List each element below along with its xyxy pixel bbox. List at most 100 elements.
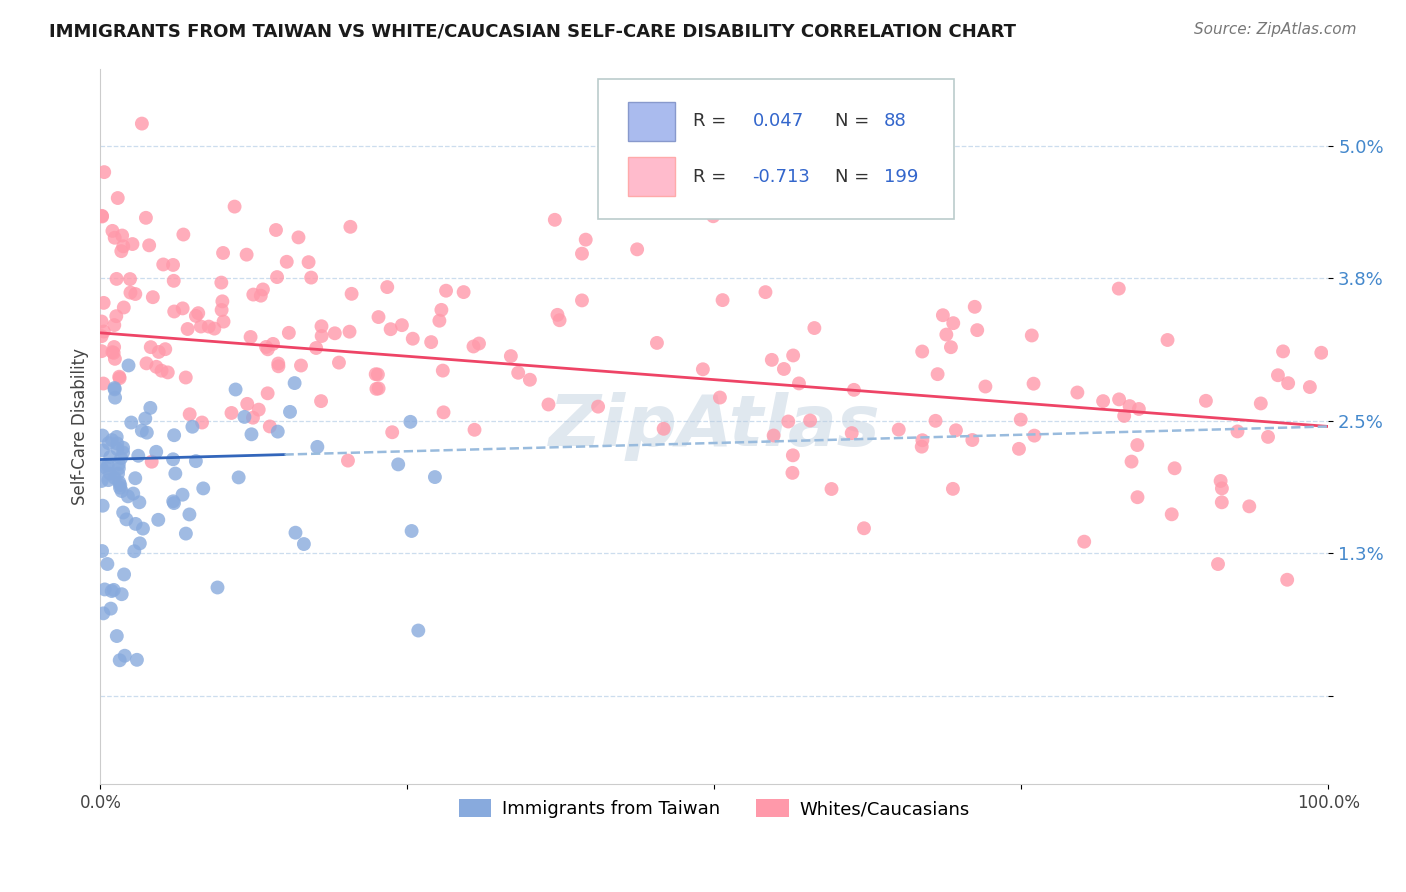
Point bbox=[773, 362, 796, 376]
Point bbox=[107, 442, 129, 456]
Point bbox=[104, 382, 127, 396]
Point bbox=[172, 301, 194, 316]
Point bbox=[104, 391, 127, 405]
Point bbox=[1211, 482, 1233, 496]
Point bbox=[107, 191, 129, 205]
Point bbox=[190, 319, 212, 334]
Point bbox=[91, 544, 114, 558]
Point bbox=[165, 467, 187, 481]
Point bbox=[939, 340, 962, 354]
Point bbox=[787, 376, 810, 391]
Point bbox=[1118, 399, 1140, 413]
Point bbox=[184, 309, 207, 323]
Point bbox=[91, 443, 114, 458]
Point bbox=[1257, 430, 1279, 444]
Point bbox=[375, 280, 398, 294]
Point bbox=[1277, 376, 1299, 391]
Text: Source: ZipAtlas.com: Source: ZipAtlas.com bbox=[1194, 22, 1357, 37]
Point bbox=[911, 434, 934, 448]
Point bbox=[945, 423, 967, 437]
Point bbox=[1126, 438, 1149, 452]
Point bbox=[305, 341, 328, 355]
Point bbox=[120, 416, 142, 430]
Point bbox=[432, 363, 454, 377]
Point bbox=[252, 282, 274, 296]
Point bbox=[103, 582, 125, 597]
Point bbox=[233, 409, 256, 424]
Point bbox=[125, 653, 148, 667]
Point bbox=[163, 274, 186, 288]
Point bbox=[1160, 508, 1182, 522]
Point bbox=[328, 356, 350, 370]
Point bbox=[207, 581, 229, 595]
Point bbox=[754, 285, 776, 300]
Point bbox=[211, 303, 233, 318]
Point bbox=[236, 397, 259, 411]
Point bbox=[124, 544, 146, 558]
Point bbox=[1267, 368, 1289, 383]
Point bbox=[108, 653, 131, 667]
Point bbox=[264, 223, 287, 237]
Point bbox=[277, 326, 299, 340]
Point bbox=[90, 329, 112, 343]
Point bbox=[1299, 380, 1322, 394]
Point bbox=[122, 486, 145, 500]
Point bbox=[127, 449, 149, 463]
Point bbox=[1310, 345, 1333, 359]
Point bbox=[645, 335, 668, 350]
Text: N =: N = bbox=[835, 112, 875, 130]
Point bbox=[1108, 392, 1130, 407]
Point bbox=[284, 376, 307, 390]
Point bbox=[187, 306, 209, 320]
Y-axis label: Self-Care Disability: Self-Care Disability bbox=[72, 348, 89, 505]
Point bbox=[911, 440, 934, 454]
Text: 88: 88 bbox=[884, 112, 907, 130]
Point bbox=[211, 294, 233, 309]
Point bbox=[256, 343, 278, 357]
Point bbox=[150, 364, 173, 378]
Point bbox=[402, 332, 425, 346]
Point bbox=[117, 359, 139, 373]
Point bbox=[761, 352, 783, 367]
Point bbox=[259, 419, 281, 434]
Point bbox=[90, 344, 112, 359]
Point bbox=[100, 601, 122, 615]
Point bbox=[1073, 534, 1095, 549]
Point bbox=[367, 368, 389, 382]
Point bbox=[110, 244, 132, 259]
Point bbox=[103, 346, 125, 360]
Point bbox=[141, 455, 163, 469]
Point bbox=[115, 512, 138, 526]
Text: R =: R = bbox=[693, 168, 733, 186]
Point bbox=[142, 290, 165, 304]
Point bbox=[942, 316, 965, 330]
Point bbox=[453, 285, 475, 299]
Point bbox=[782, 466, 804, 480]
Point bbox=[112, 301, 135, 315]
Point bbox=[124, 287, 146, 301]
Point bbox=[179, 407, 201, 421]
Point bbox=[366, 382, 388, 396]
Point bbox=[104, 351, 127, 366]
Point bbox=[339, 325, 361, 339]
Point bbox=[430, 302, 453, 317]
Point bbox=[91, 210, 114, 224]
Point bbox=[1008, 442, 1031, 456]
Point bbox=[267, 359, 290, 374]
Point bbox=[172, 488, 194, 502]
Point bbox=[91, 376, 114, 391]
Text: N =: N = bbox=[835, 168, 875, 186]
Point bbox=[110, 478, 132, 492]
Point bbox=[1163, 461, 1185, 475]
Point bbox=[91, 428, 114, 442]
Point bbox=[963, 300, 986, 314]
Point bbox=[702, 209, 724, 223]
Point bbox=[249, 288, 271, 302]
Point bbox=[105, 629, 128, 643]
Point bbox=[240, 427, 263, 442]
Point bbox=[391, 318, 413, 333]
Point bbox=[100, 584, 122, 599]
Point bbox=[128, 536, 150, 550]
Point bbox=[820, 482, 842, 496]
Point bbox=[799, 413, 821, 427]
